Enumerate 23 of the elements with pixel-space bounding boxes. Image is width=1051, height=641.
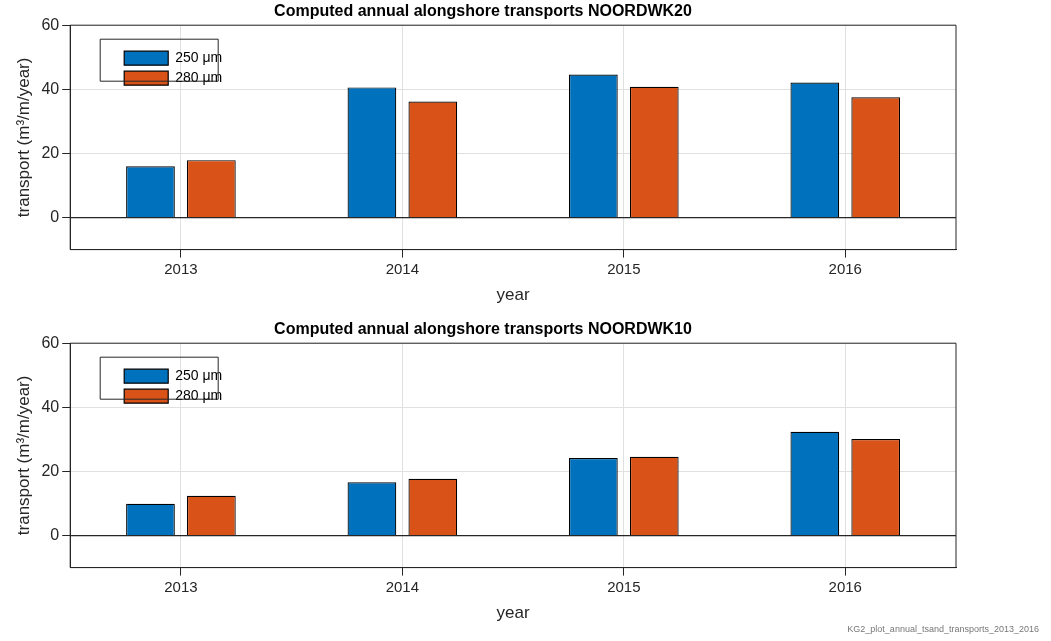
- y-tick-label: 60: [41, 333, 60, 351]
- x-tick-label: 2014: [385, 577, 420, 595]
- text: KG2_plot_annual_tsand_transports_2013_2016: [847, 624, 1039, 634]
- y-tick-label: 20: [41, 143, 60, 161]
- y-axis-title: transport (m³/m/year): [13, 375, 33, 536]
- x-tick-label: 2016: [828, 259, 862, 277]
- x-tick-label: 2013: [164, 259, 198, 277]
- y-tick-label: 40: [41, 79, 60, 97]
- y-tick-label: 60: [41, 15, 60, 33]
- y-tick-label: 40: [41, 397, 60, 415]
- chart-title: Computed annual alongshore transports NOORDWK10: [274, 320, 693, 338]
- y-tick-label: 0: [50, 207, 60, 225]
- y-tick-label: 0: [50, 525, 60, 543]
- x-tick-label: 2015: [607, 577, 641, 595]
- x-tick-label: 2015: [607, 259, 641, 277]
- y-axis-title: transport (m³/m/year): [13, 57, 33, 218]
- x-tick-label: 2016: [828, 577, 862, 595]
- y-tick-label: 20: [41, 461, 60, 479]
- x-axis-title: year: [496, 285, 530, 305]
- chart-title: Computed annual alongshore transports NOORDWK20: [274, 2, 693, 20]
- x-axis-title: year: [496, 603, 530, 623]
- x-tick-label: 2014: [385, 259, 420, 277]
- x-tick-label: 2013: [164, 577, 198, 595]
